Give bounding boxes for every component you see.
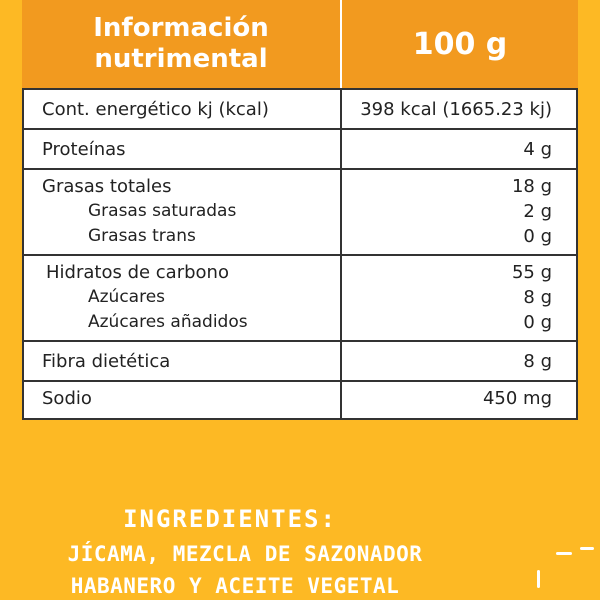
row-sublabel: Grasas saturadas: [88, 201, 237, 221]
ingredients-line1: JÍCAMA, MEZCLA DE SAZONADOR: [67, 542, 423, 566]
row-label: Grasas totales: [42, 176, 172, 197]
decor-dash-icon: [580, 547, 594, 550]
row-label: Fibra dietética: [42, 351, 171, 372]
header-title-line2: nutrimental: [94, 44, 268, 74]
row-label: Cont. energético kj (kcal): [42, 99, 269, 120]
row-value: 18 g: [511, 176, 552, 197]
row-value: 4 g: [523, 139, 552, 160]
row-value: 398 kcal (1665.23 kj): [360, 99, 552, 120]
table-row-sodium: Sodio 450 mg: [24, 382, 576, 418]
row-subvalue: 0 g: [523, 226, 552, 247]
row-label: Proteínas: [42, 139, 126, 160]
row-subvalue: 2 g: [523, 201, 552, 222]
row-value: 55 g: [511, 262, 552, 283]
table-row-protein: Proteínas 4 g: [24, 130, 576, 170]
row-label: Sodio: [42, 388, 92, 409]
row-sublabel: Azúcares: [88, 287, 166, 307]
nutrition-table: Cont. energético kj (kcal) 398 kcal (166…: [22, 88, 578, 420]
table-row-fats: Grasas totales Grasas saturadas Grasas t…: [24, 170, 576, 256]
header-title-line1: Información: [93, 13, 269, 43]
row-sublabel: Azúcares añadidos: [88, 312, 248, 332]
table-row-energy: Cont. energético kj (kcal) 398 kcal (166…: [24, 90, 576, 130]
row-value: 450 mg: [482, 388, 552, 409]
decor-dash-icon: [556, 552, 572, 555]
row-subvalue: 8 g: [523, 287, 552, 308]
row-sublabel: Grasas trans: [88, 226, 196, 246]
row-subvalue: 0 g: [523, 312, 552, 333]
header-title: Información nutrimental: [22, 0, 342, 88]
decor-tick-icon: [537, 570, 540, 588]
ingredients-title: INGREDIENTES:: [123, 505, 337, 533]
ingredients-line2: HABANERO Y ACEITE VEGETAL: [70, 574, 400, 598]
nutrition-header: Información nutrimental 100 g: [22, 0, 578, 88]
header-serving: 100 g: [342, 0, 578, 88]
table-row-carbs: Hidratos de carbono Azúcares Azúcares añ…: [24, 256, 576, 342]
row-label: Hidratos de carbono: [46, 262, 229, 283]
row-value: 8 g: [523, 351, 552, 372]
table-row-fiber: Fibra dietética 8 g: [24, 342, 576, 382]
